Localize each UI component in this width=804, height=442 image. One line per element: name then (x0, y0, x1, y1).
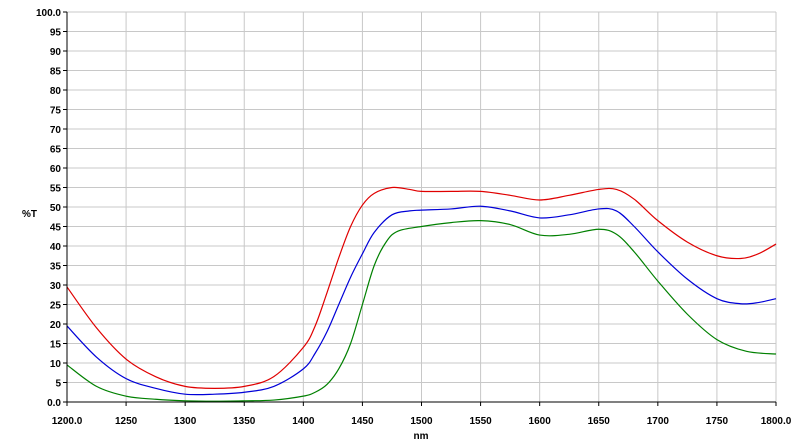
y-tick-label: 65 (50, 145, 62, 156)
x-tick-label: 1700 (647, 416, 670, 427)
y-tick-label: 20 (50, 320, 62, 331)
y-tick-label: 75 (50, 106, 62, 117)
x-axis-title: nm (414, 431, 429, 442)
x-tick-label: 1800.0 (761, 416, 792, 427)
x-tick-label: 1450 (351, 416, 374, 427)
series-line-3 (66, 219, 777, 402)
y-tick-label: 25 (50, 301, 62, 312)
x-tick-label: 1750 (706, 416, 729, 427)
y-tick-label: 50 (50, 203, 62, 214)
x-tick-label: 1600 (529, 416, 552, 427)
y-tick-label: 70 (50, 125, 62, 136)
grid-lines (66, 11, 777, 403)
y-tick-label: 85 (50, 67, 62, 78)
x-tick-label: 1550 (469, 416, 492, 427)
y-tick-label: 45 (50, 223, 62, 234)
y-tick-label: 55 (50, 184, 62, 195)
y-tick-label: 100.0 (36, 8, 61, 19)
y-tick-label: 80 (50, 86, 62, 97)
x-tick-label: 1200.0 (52, 416, 83, 427)
y-tick-label: 95 (50, 28, 62, 39)
x-tick-label: 1300 (174, 416, 197, 427)
y-tick-label: 35 (50, 262, 62, 273)
series-lines (66, 186, 777, 402)
y-tick-label: 40 (50, 242, 62, 253)
x-tick-label: 1650 (588, 416, 611, 427)
series-line-1 (66, 186, 777, 389)
y-tick-label: 90 (50, 47, 62, 58)
x-tick-label: 1400 (292, 416, 315, 427)
x-tick-label: 1500 (410, 416, 433, 427)
tick-labels: 0.0 5 10 15 20 25 30 35 40 45 50 55 60 65 70 75 80 85 90 95… (36, 8, 792, 427)
y-tick-label: 10 (50, 359, 62, 370)
series-line-2 (66, 205, 777, 396)
y-axis-title: %T (22, 209, 37, 220)
y-tick-label: 30 (50, 281, 62, 292)
x-tick-label: 1250 (115, 416, 138, 427)
axes (63, 11, 777, 406)
y-tick-label: 15 (50, 340, 62, 351)
y-tick-label: 5 (55, 379, 61, 390)
x-tick-label: 1350 (233, 416, 256, 427)
y-tick-label: 60 (50, 164, 62, 175)
y-tick-label: 0.0 (47, 398, 61, 409)
